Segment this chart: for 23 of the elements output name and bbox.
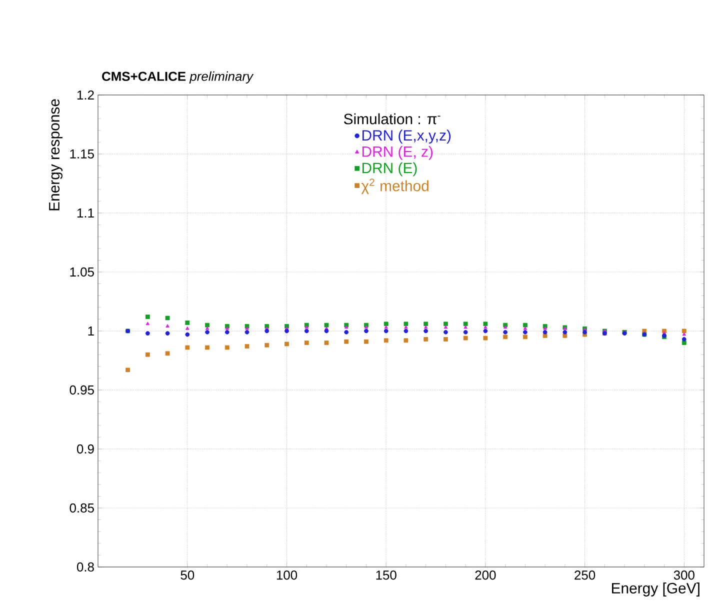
legend-label: DRN (E, z) xyxy=(362,146,433,160)
x-tick-label: 50 xyxy=(180,570,194,580)
chart-title: CMS+CALICE preliminary xyxy=(102,71,254,84)
x-tick-label: 150 xyxy=(376,570,396,580)
y-tick-label: 0.95 xyxy=(70,385,94,395)
x-axis-title: Energy [GeV] xyxy=(612,582,700,596)
y-tick-label: 0.85 xyxy=(70,503,94,513)
x-tick-label: 250 xyxy=(574,570,596,580)
y-tick-label: 0.9 xyxy=(76,444,94,454)
y-tick-label: 1.1 xyxy=(77,208,94,218)
y-axis-title: Energy response xyxy=(49,99,62,210)
y-tick-label: 1.15 xyxy=(70,149,94,159)
y-tick-label: 0.8 xyxy=(76,562,94,572)
y-tick-label: 1 xyxy=(88,326,94,336)
x-tick-label: 100 xyxy=(276,570,298,580)
legend-label: DRN (E,x,y,z) xyxy=(362,130,451,144)
legend-label: DRN (E) xyxy=(362,162,417,176)
x-tick-label: 200 xyxy=(475,570,496,580)
y-tick-label: 1.2 xyxy=(77,90,94,100)
y-tick-label: 1.05 xyxy=(70,267,94,277)
x-tick-label: 300 xyxy=(674,570,694,580)
legend-title: Simulation : π$^{-}$ xyxy=(344,113,440,124)
legend-label: χ$^{2}$ method xyxy=(361,178,428,194)
